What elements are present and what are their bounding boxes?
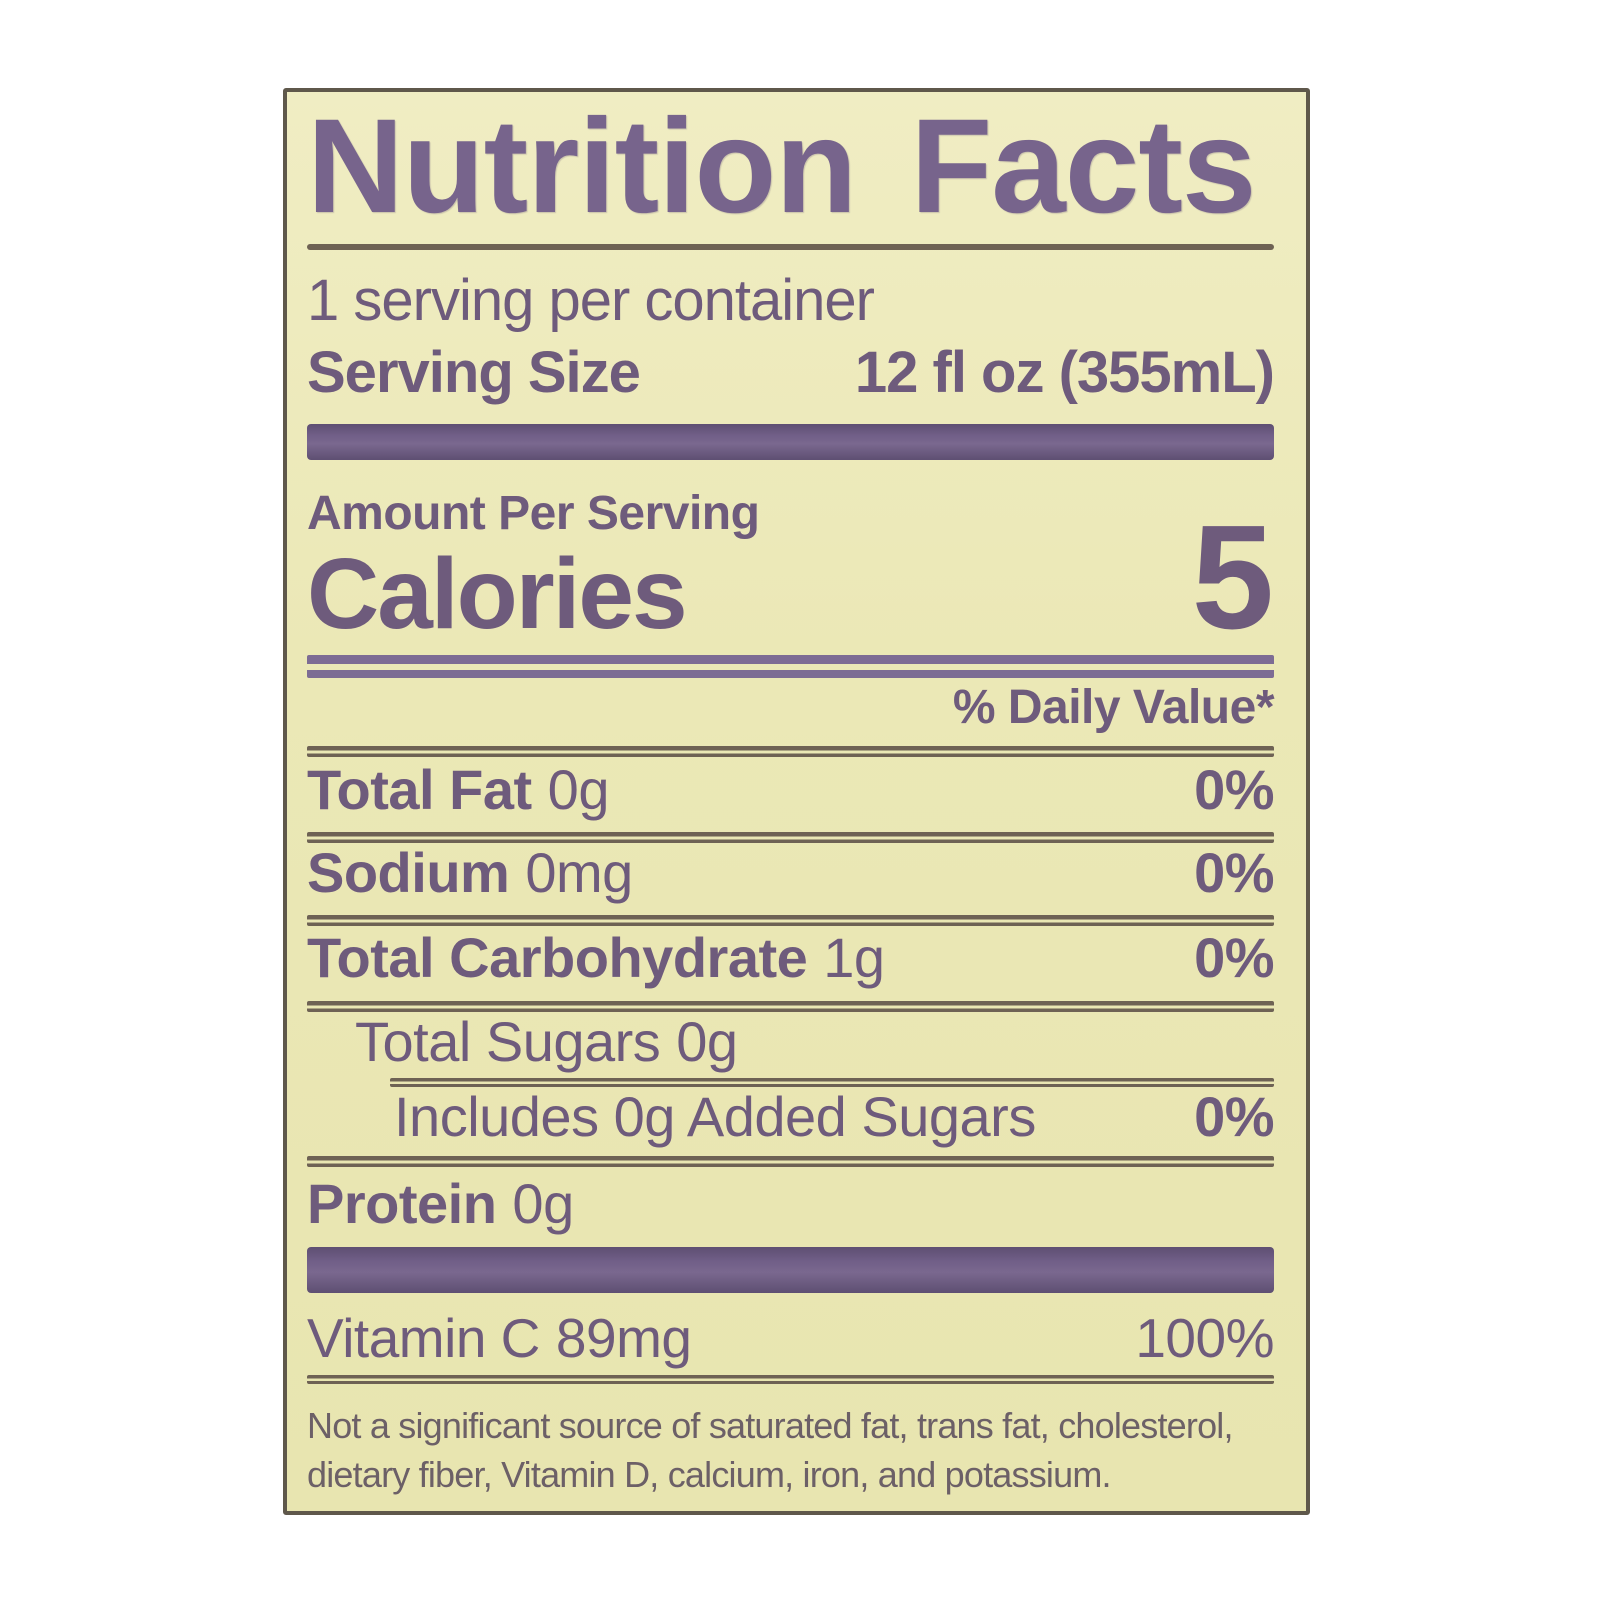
footnote-line-1: Not a significant source of saturated fa… xyxy=(307,1405,1234,1446)
thick-divider-bottom xyxy=(307,1247,1274,1293)
sodium-label: Sodium xyxy=(307,841,510,904)
total-fat-dv: 0% xyxy=(1194,758,1274,821)
daily-value-divider xyxy=(307,746,1274,757)
row-sodium: Sodium 0mg 0% xyxy=(307,845,1274,901)
total-sugars-label: Total Sugars xyxy=(355,1010,661,1073)
row-divider xyxy=(307,915,1274,926)
total-fat-label: Total Fat xyxy=(307,758,532,821)
sodium-amount: 0mg xyxy=(525,841,633,904)
vitamin-c-dv: 100% xyxy=(1135,1307,1274,1369)
amount-per-serving-label: Amount Per Serving xyxy=(307,487,760,540)
added-sugars-label: Includes 0g Added Sugars xyxy=(394,1085,1036,1148)
row-divider xyxy=(307,1001,1274,1012)
row-added-sugars: Includes 0g Added Sugars 0% xyxy=(394,1089,1274,1145)
calories-divider xyxy=(307,655,1274,678)
row-protein: Protein 0g xyxy=(307,1176,1274,1232)
protein-label: Protein xyxy=(307,1172,497,1235)
row-divider xyxy=(307,832,1274,843)
total-sugars-amount: 0g xyxy=(676,1010,738,1073)
carbohydrate-label: Total Carbohydrate xyxy=(307,926,808,989)
row-total-sugars: Total Sugars 0g xyxy=(355,1014,1274,1070)
serving-size-row: Serving Size 12 fl oz (355mL) xyxy=(307,340,1275,405)
row-total-carbohydrate: Total Carbohydrate 1g 0% xyxy=(307,930,1274,986)
daily-value-header: % Daily Value* xyxy=(952,681,1275,734)
footnote: Not a significant source of saturated fa… xyxy=(307,1402,1274,1500)
calories-label: Calories xyxy=(307,538,688,650)
thick-divider-top xyxy=(307,424,1274,460)
row-vitamin-c: Vitamin C 89mg 100% xyxy=(307,1311,1274,1366)
servings-per-container: 1 serving per container xyxy=(307,268,875,333)
calories-value: 5 xyxy=(1191,495,1274,660)
serving-size-value: 12 fl oz (355mL) xyxy=(854,340,1275,405)
carbohydrate-dv: 0% xyxy=(1194,926,1274,989)
row-total-fat: Total Fat 0g 0% xyxy=(307,762,1274,818)
nutrition-facts-label: Nutrition Facts 1 serving per container … xyxy=(283,88,1310,1515)
title-divider xyxy=(307,244,1274,250)
added-sugars-dv: 0% xyxy=(1194,1085,1274,1148)
footnote-line-2: dietary fiber, Vitamin D, calcium, iron,… xyxy=(307,1453,1112,1495)
label-title: Nutrition Facts xyxy=(307,92,1256,241)
row-divider xyxy=(307,1156,1274,1167)
total-fat-amount: 0g xyxy=(547,758,610,821)
indented-divider xyxy=(390,1078,1274,1087)
vitamin-c-label: Vitamin C xyxy=(307,1307,540,1369)
sodium-dv: 0% xyxy=(1194,841,1274,904)
protein-amount: 0g xyxy=(512,1172,574,1235)
serving-size-label: Serving Size xyxy=(307,340,641,405)
row-divider xyxy=(307,1375,1274,1384)
vitamin-c-amount: 89mg xyxy=(555,1307,692,1369)
carbohydrate-amount: 1g xyxy=(823,926,885,989)
